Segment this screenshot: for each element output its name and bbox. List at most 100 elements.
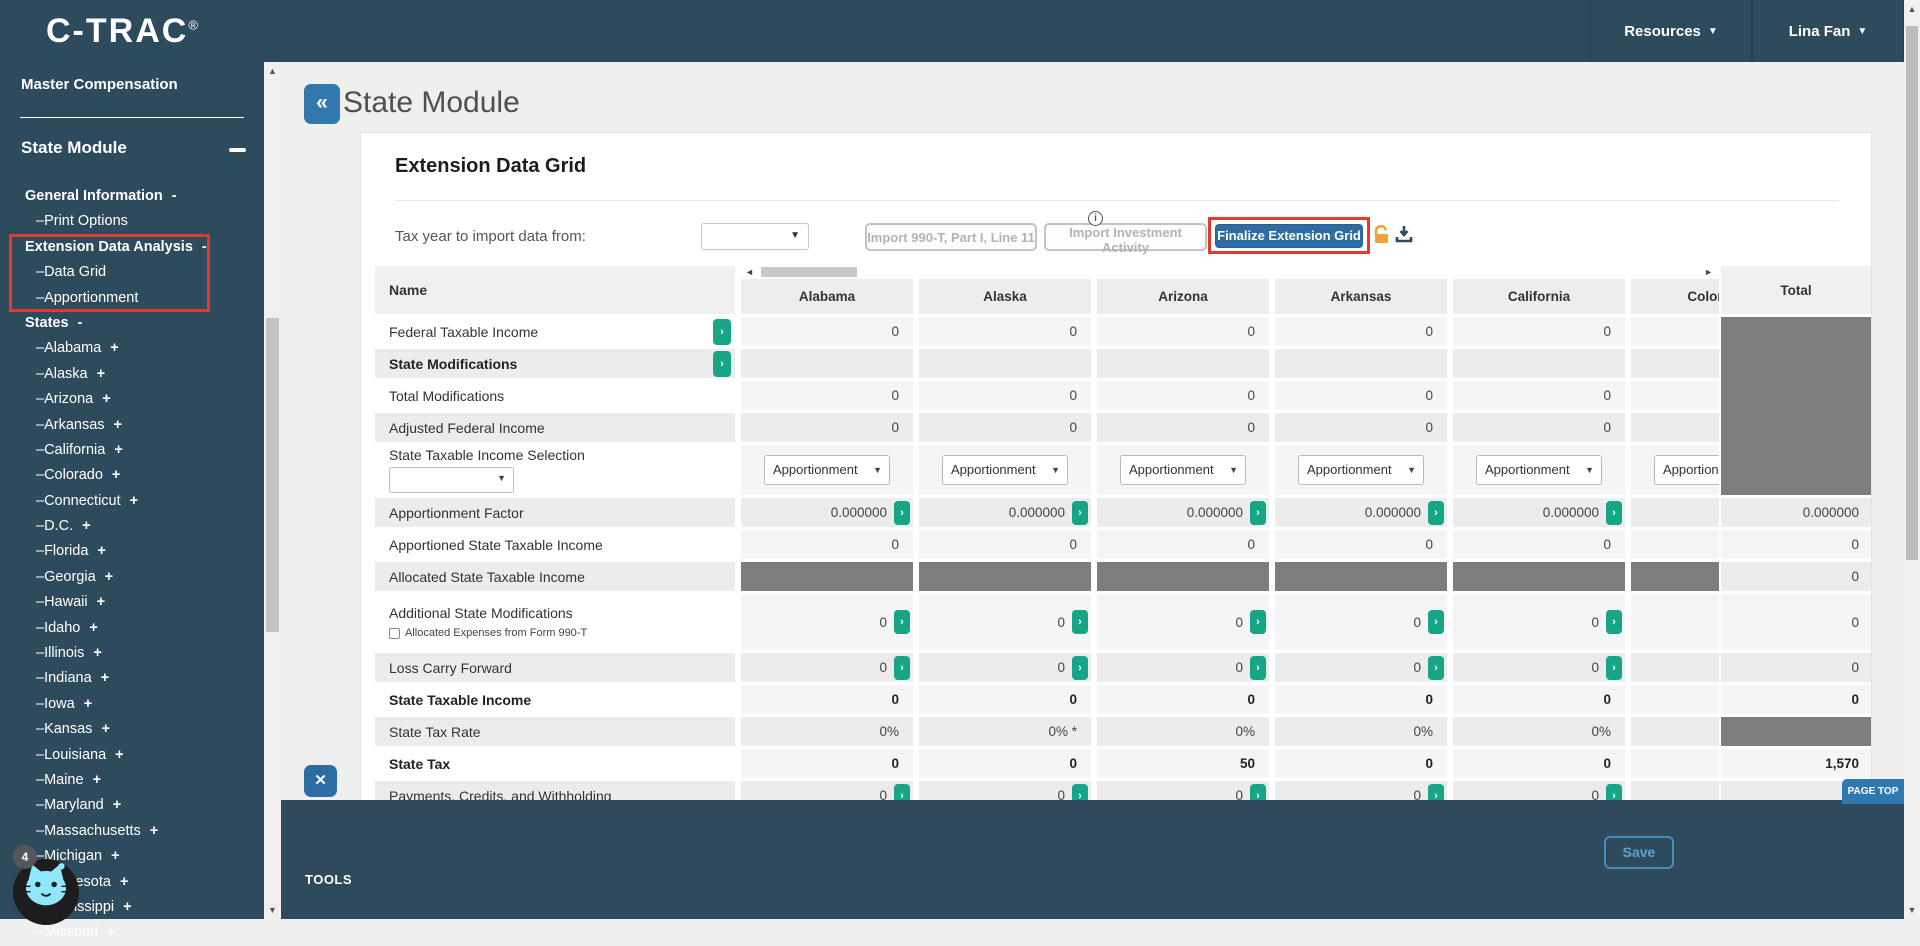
allocated-expenses-checkbox-row: Allocated Expenses from Form 990-T	[389, 627, 735, 639]
sidebar-item-maine[interactable]: –Maine +	[36, 771, 102, 788]
sidebar-item-general-information[interactable]: General Information -	[25, 188, 177, 204]
user-menu[interactable]: Lina Fan ▼	[1752, 0, 1904, 62]
cell-value: 0	[1247, 388, 1255, 403]
unlock-icon[interactable]	[1373, 224, 1390, 249]
sidebar-item-connecticut[interactable]: –Connecticut +	[36, 492, 139, 509]
apportionment-select-alaska[interactable]: Apportionment ▼	[942, 455, 1068, 485]
sidebar-item-massachusetts[interactable]: –Massachusetts +	[36, 822, 159, 839]
cell-arizona: 0	[1097, 685, 1269, 714]
sidebar-item-california[interactable]: –California +	[36, 441, 123, 458]
sidebar-item-states[interactable]: States -	[25, 314, 83, 331]
sidebar-item-maryland[interactable]: –Maryland +	[36, 797, 122, 814]
apportionment-select-arkansas[interactable]: Apportionment ▼	[1298, 455, 1424, 485]
sidebar-item-louisiana[interactable]: –Louisiana +	[36, 746, 124, 763]
state-header-cells: Alabama Alaska Arizona Arkansas California Co…	[741, 279, 1719, 314]
column-header-arizona[interactable]: Arizona	[1097, 279, 1269, 314]
collapse-minus-icon[interactable]	[229, 148, 246, 152]
collapse-sidebar-button[interactable]: «	[304, 84, 340, 124]
page-scrollbar[interactable]: ▲ ▼	[1904, 0, 1920, 919]
total-value: 0	[1851, 614, 1859, 630]
cell-arkansas: 0	[1275, 530, 1447, 559]
expand-cell-button[interactable]: ›	[894, 655, 910, 680]
page-scrollbar-thumb[interactable]	[1906, 26, 1918, 560]
sidebar-item-florida[interactable]: –Florida +	[36, 543, 106, 560]
scroll-right-icon[interactable]: ►	[1704, 267, 1713, 277]
expand-cell-button[interactable]: ›	[1428, 655, 1444, 680]
expand-row-button[interactable]: ›	[713, 350, 731, 377]
notification-badge[interactable]: 4	[13, 845, 37, 869]
expand-cell-button[interactable]: ›	[1428, 500, 1444, 525]
column-header-arkansas[interactable]: Arkansas	[1275, 279, 1447, 314]
sidebar-item-indiana[interactable]: –Indiana +	[36, 670, 110, 687]
expand-cell-button[interactable]: ›	[1606, 655, 1622, 680]
sidebar-module-title[interactable]: State Module	[21, 138, 127, 157]
column-header-california[interactable]: California	[1453, 279, 1625, 314]
row-states-viewport: 0 0 0 0 0	[741, 317, 1719, 346]
sidebar-item-iowa[interactable]: –Iowa +	[36, 695, 93, 712]
horizontal-scrollbar-thumb[interactable]	[761, 267, 857, 277]
sidebar-item-hawaii[interactable]: –Hawaii +	[36, 594, 106, 611]
sidebar-item-alaska[interactable]: –Alaska +	[36, 365, 106, 382]
sidebar-item-georgia[interactable]: –Georgia +	[36, 568, 114, 585]
sidebar-scrollbar-thumb[interactable]	[266, 318, 279, 632]
row-label: Federal Taxable Income	[389, 323, 539, 340]
scroll-down-icon[interactable]: ▼	[1907, 905, 1917, 915]
sidebar-item-data-grid[interactable]: –Data Grid	[36, 264, 107, 281]
column-header-colorado[interactable]: Colorado	[1631, 279, 1719, 314]
expand-cell-button[interactable]: ›	[1606, 610, 1622, 634]
expand-cell-button[interactable]: ›	[1250, 610, 1266, 634]
checkbox[interactable]	[389, 627, 400, 639]
sidebar-item-extension-data-analysis[interactable]: Extension Data Analysis -	[25, 238, 207, 255]
save-button[interactable]: Save	[1604, 836, 1674, 869]
download-icon[interactable]	[1395, 225, 1413, 249]
cell-alabama: 0	[741, 381, 913, 410]
horizontal-scrollbar[interactable]: ◄ ►	[741, 266, 1719, 279]
column-header-alaska[interactable]: Alaska	[919, 279, 1091, 314]
expand-cell-button[interactable]: ›	[894, 500, 910, 525]
sidebar-nav-list: General Information - –Print Options Extens…	[0, 184, 264, 946]
scroll-up-icon[interactable]: ▲	[268, 66, 277, 76]
scroll-up-icon[interactable]: ▲	[1907, 4, 1917, 14]
sidebar-item-kansas[interactable]: –Kansas +	[36, 721, 110, 738]
import-investment-button[interactable]: Import Investment Activity	[1044, 223, 1207, 255]
expand-cell-button[interactable]: ›	[1428, 610, 1444, 634]
sidebar-item-illinois[interactable]: –Illinois +	[36, 645, 102, 662]
apportionment-select-alabama[interactable]: Apportionment ▼	[764, 455, 890, 485]
expand-cell-button[interactable]: ›	[894, 610, 910, 634]
resources-menu[interactable]: Resources ▼	[1590, 0, 1752, 62]
assistant-avatar[interactable]	[13, 859, 79, 925]
apportionment-select-california[interactable]: Apportionment ▼	[1476, 455, 1602, 485]
expand-cell-button[interactable]: ›	[1072, 610, 1088, 634]
cell-value: 0.000000	[1186, 505, 1243, 520]
expand-cell-button[interactable]: ›	[1606, 500, 1622, 525]
expand-cell-button[interactable]: ›	[1250, 655, 1266, 680]
expand-cell-button[interactable]: ›	[1072, 655, 1088, 680]
sidebar-item-print-options[interactable]: –Print Options	[36, 213, 128, 230]
expand-cell-button[interactable]: ›	[1072, 500, 1088, 525]
import-990t-button[interactable]: Import 990-T, Part I, Line 11	[865, 223, 1037, 251]
sidebar-item-colorado[interactable]: –Colorado +	[36, 467, 121, 484]
info-icon[interactable]: i	[1088, 211, 1103, 226]
expand-cell-button[interactable]: ›	[1250, 500, 1266, 525]
cell-arkansas: 0%	[1275, 717, 1447, 746]
finalize-extension-grid-button[interactable]: Finalize Extension Grid	[1215, 224, 1363, 248]
sidebar-item-idaho[interactable]: –Idaho +	[36, 619, 98, 636]
column-header-alabama[interactable]: Alabama	[741, 279, 913, 314]
sidebar-item-arizona[interactable]: –Arizona +	[36, 391, 111, 408]
sidebar-item-alabama[interactable]: –Alabama +	[36, 340, 119, 357]
apportionment-select-arizona[interactable]: Apportionment ▼	[1120, 455, 1246, 485]
cell-alaska	[919, 349, 1091, 378]
page-top-button[interactable]: PAGE TOP	[1842, 779, 1904, 804]
tax-year-select[interactable]: ▼	[701, 223, 809, 250]
row-select[interactable]: ▼	[389, 467, 514, 493]
sidebar-item-apportionment[interactable]: –Apportionment	[36, 289, 139, 306]
sidebar-scrollbar[interactable]: ▲ ▼	[264, 62, 281, 919]
close-tools-button[interactable]: ✕	[304, 765, 337, 797]
cell-value: 0.000000	[830, 505, 887, 520]
scroll-down-icon[interactable]: ▼	[268, 905, 277, 915]
sidebar-item-arkansas[interactable]: –Arkansas +	[36, 416, 122, 433]
apportionment-select-colorado[interactable]: Apportionment▼	[1654, 455, 1719, 485]
sidebar-item-d-c[interactable]: –D.C. +	[36, 518, 91, 535]
expand-row-button[interactable]: ›	[713, 318, 731, 345]
scroll-left-icon[interactable]: ◄	[745, 267, 754, 277]
